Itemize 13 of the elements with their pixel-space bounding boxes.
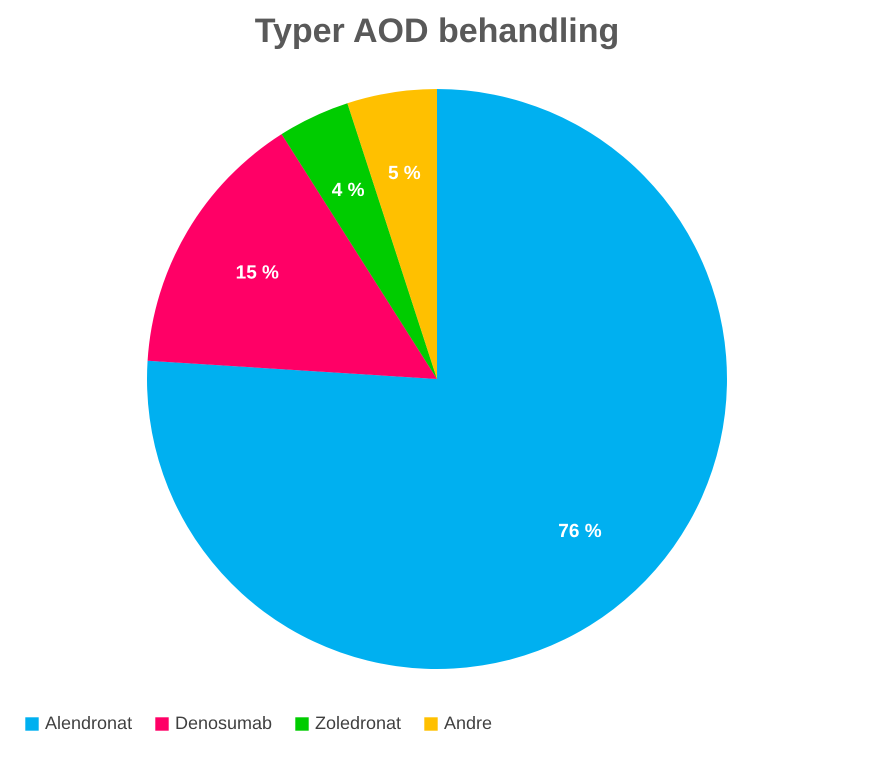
pie-slice: [148, 89, 727, 669]
legend-label: Alendronat: [45, 713, 132, 733]
data-label: 4 %: [332, 180, 365, 202]
pie-slice: [148, 134, 437, 379]
legend-label: Andre: [444, 713, 492, 733]
chart-title: Typer AOD behandling: [254, 12, 620, 50]
pie-slice: [347, 89, 437, 379]
data-label: 15 %: [236, 262, 280, 284]
data-label: 5 %: [388, 162, 421, 184]
pie-slice: [282, 103, 437, 379]
data-label: 76 %: [558, 521, 602, 542]
legend-label: Zoledronat: [315, 713, 402, 733]
legend-label: Denosumab: [175, 713, 272, 733]
